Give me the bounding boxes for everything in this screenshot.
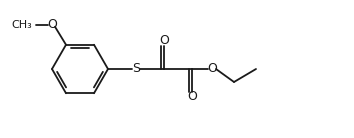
Text: O: O	[159, 34, 169, 47]
Text: O: O	[187, 91, 197, 104]
Text: CH₃: CH₃	[11, 20, 32, 30]
Text: S: S	[132, 63, 140, 75]
Text: O: O	[207, 63, 217, 75]
Text: O: O	[47, 18, 57, 31]
